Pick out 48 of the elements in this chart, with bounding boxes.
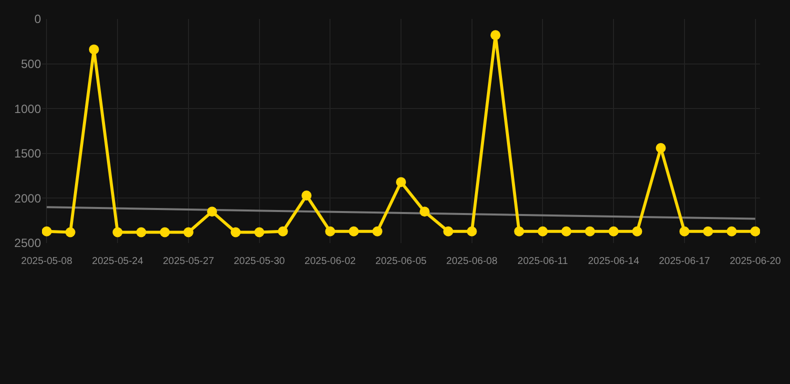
point [348,226,359,236]
point [42,226,52,236]
point [584,226,595,236]
point [608,226,619,236]
point [726,226,737,236]
point [112,227,123,238]
y-tick-label: 0 [34,12,42,26]
point [207,206,218,217]
x-tick-label: 2025-06-14 [588,256,640,267]
x-tick-label: 2025-05-30 [234,256,286,267]
point [420,206,430,217]
y-tick-label: 500 [20,57,42,71]
point [278,226,288,236]
y-tick-label: 1000 [14,102,42,116]
x-tick-label: 2025-06-05 [375,256,428,267]
point [538,226,548,236]
point [561,226,572,236]
point [656,143,666,154]
point [372,226,382,236]
x-tick-label: 2025-06-11 [518,256,568,267]
x-tick-label: 2025-06-02 [304,256,356,267]
x-tick-label: 2025-06-17 [658,256,710,267]
point [750,226,760,236]
x-tick-label: 2025-06-20 [730,256,782,267]
x-tick-label: 2025-05-27 [162,256,214,267]
y-tick-label: 2500 [14,236,42,250]
point [254,227,264,238]
point [65,227,76,238]
point [183,227,194,238]
point [325,226,336,236]
point [136,227,146,238]
point [514,226,524,236]
point [679,226,690,236]
x-tick-label: 2025-06-08 [446,256,498,267]
point [230,227,241,238]
point [466,226,477,236]
point [490,30,500,40]
y-tick-label: 1500 [14,146,42,161]
point [302,190,312,201]
point [443,226,454,236]
point [396,177,406,188]
point [160,227,170,238]
point [703,226,714,236]
x-tick-label: 2025-05-24 [92,256,144,267]
point [632,226,642,236]
x-tick-label: 2025-05-08 [21,256,73,267]
point [88,44,99,54]
y-tick-label: 2000 [14,191,42,206]
